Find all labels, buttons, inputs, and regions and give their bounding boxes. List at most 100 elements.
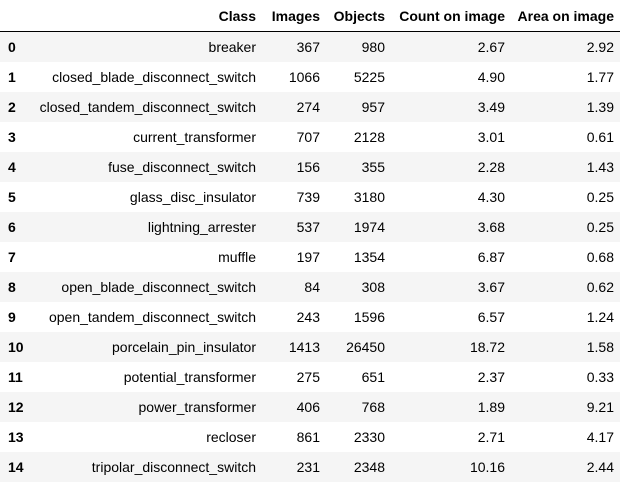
count-on-image-cell: 3.49 [477,98,505,115]
table-row: 5 glass_disc_insulator 739 3180 4.30 0.2… [0,181,620,212]
area-on-image-cell: 0.62 [586,278,614,295]
class-cell: closed_tandem_disconnect_switch [39,98,256,115]
table-row: 13 recloser 861 2330 2.71 4.17 [0,421,620,452]
area-on-image-cell: 0.33 [586,368,614,385]
area-on-image-cell: 2.92 [586,38,614,55]
table-row: 4 fuse_disconnect_switch 156 355 2.28 1.… [0,151,620,182]
objects-cell: 651 [361,368,385,385]
objects-cell: 355 [361,158,385,175]
objects-cell: 2330 [353,428,385,445]
images-cell: 275 [296,368,320,385]
table-body: 0 breaker 367 980 2.67 2.92 1 closed_bla… [0,31,620,482]
class-cell: lightning_arrester [147,218,256,235]
table-row: 0 breaker 367 980 2.67 2.92 [0,31,620,62]
table-row: 14 tripolar_disconnect_switch 231 2348 1… [0,451,620,482]
area-on-image-cell: 0.61 [586,128,614,145]
area-on-image-cell: 0.25 [586,188,614,205]
count-on-image-cell: 6.57 [477,308,505,325]
row-index: 4 [8,158,16,175]
area-on-image-cell: 9.21 [586,398,614,415]
images-cell: 739 [296,188,320,205]
objects-column-header: Objects [326,0,391,32]
class-cell: tripolar_disconnect_switch [91,458,256,475]
count-on-image-cell: 10.16 [469,458,505,475]
class-cell: potential_transformer [123,368,256,385]
table-row: 2 closed_tandem_disconnect_switch 274 95… [0,91,620,122]
objects-cell: 2128 [353,128,385,145]
area-on-image-cell: 0.25 [586,218,614,235]
class-cell: muffle [218,248,256,265]
objects-cell: 957 [361,98,385,115]
objects-cell: 3180 [353,188,385,205]
row-index: 3 [8,128,16,145]
images-column-header: Images [262,0,326,32]
count-on-image-cell: 6.87 [477,248,505,265]
count-on-image-cell: 3.68 [477,218,505,235]
images-cell: 537 [296,218,320,235]
objects-cell: 2348 [353,458,385,475]
row-index: 9 [8,308,16,325]
table-row: 11 potential_transformer 275 651 2.37 0.… [0,361,620,392]
table-row: 10 porcelain_pin_insulator 1413 26450 18… [0,331,620,362]
images-cell: 1066 [288,68,320,85]
row-index: 11 [8,368,23,385]
class-cell: fuse_disconnect_switch [108,158,256,175]
area-on-image-cell: 1.24 [586,308,614,325]
area-on-image-column-header: Area on image [511,0,620,32]
objects-cell: 5225 [353,68,385,85]
objects-cell: 768 [361,398,385,415]
images-cell: 274 [296,98,320,115]
row-index: 0 [8,38,16,55]
area-on-image-cell: 0.68 [586,248,614,265]
objects-cell: 1974 [353,218,385,235]
count-on-image-cell: 18.72 [469,338,505,355]
images-cell: 406 [296,398,320,415]
objects-cell: 26450 [346,338,385,355]
table-row: 6 lightning_arrester 537 1974 3.68 0.25 [0,211,620,242]
images-cell: 197 [296,248,320,265]
class-cell: closed_blade_disconnect_switch [52,68,256,85]
objects-cell: 1354 [353,248,385,265]
table-row: 12 power_transformer 406 768 1.89 9.21 [0,391,620,422]
images-cell: 367 [296,38,320,55]
table-row: 8 open_blade_disconnect_switch 84 308 3.… [0,271,620,302]
row-index: 8 [8,278,16,295]
count-on-image-cell: 2.37 [477,368,505,385]
table-row: 3 current_transformer 707 2128 3.01 0.61 [0,121,620,152]
area-on-image-cell: 1.43 [586,158,614,175]
count-on-image-cell: 3.67 [477,278,505,295]
area-on-image-cell: 4.17 [586,428,614,445]
count-on-image-cell: 1.89 [477,398,505,415]
row-index: 13 [8,428,24,445]
table-row: 1 closed_blade_disconnect_switch 1066 52… [0,61,620,92]
area-on-image-cell: 2.44 [586,458,614,475]
objects-cell: 308 [361,278,385,295]
images-cell: 861 [296,428,320,445]
images-cell: 243 [296,308,320,325]
row-index: 6 [8,218,16,235]
area-on-image-cell: 1.77 [586,68,614,85]
table-header: Class Images Objects Count on image Area… [0,0,620,32]
table-row: 9 open_tandem_disconnect_switch 243 1596… [0,301,620,332]
class-cell: porcelain_pin_insulator [112,338,256,355]
row-index: 10 [8,338,24,355]
class-cell: breaker [208,38,256,55]
row-index: 1 [8,68,16,85]
row-index: 14 [8,458,24,475]
header-row: Class Images Objects Count on image Area… [0,0,620,32]
images-cell: 707 [296,128,320,145]
row-index: 12 [8,398,24,415]
area-on-image-cell: 1.58 [586,338,614,355]
count-on-image-cell: 4.30 [477,188,505,205]
row-index: 5 [8,188,16,205]
count-on-image-cell: 2.67 [477,38,505,55]
area-on-image-cell: 1.39 [586,98,614,115]
images-cell: 1413 [288,338,320,355]
count-on-image-cell: 4.90 [477,68,505,85]
class-cell: glass_disc_insulator [129,188,256,205]
index-column-header [0,0,28,32]
row-index: 2 [8,98,16,115]
count-on-image-cell: 2.71 [477,428,505,445]
count-on-image-cell: 3.01 [477,128,505,145]
class-cell: recloser [206,428,256,445]
